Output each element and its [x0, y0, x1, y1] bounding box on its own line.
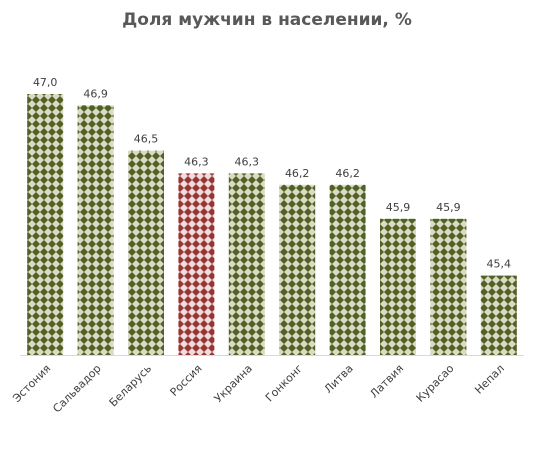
x-tick-label-5: Украина	[212, 362, 255, 405]
data-label-1: 47,0	[33, 76, 58, 89]
x-tick-label-7: Литва	[322, 362, 356, 396]
bar-9	[430, 218, 467, 355]
data-label-8: 45,9	[386, 201, 411, 214]
x-tick-label-4: Россия	[168, 362, 205, 399]
bar-4	[178, 173, 215, 355]
data-label-4: 46,3	[184, 155, 209, 168]
data-label-6: 46,2	[285, 167, 310, 180]
data-labels-layer: 47,0 46,9 46,5 46,3 46,3 46,2 46,2 45,9 45,9 45,4	[33, 76, 511, 271]
bar-3	[128, 150, 164, 355]
bars-layer	[27, 94, 517, 355]
x-tick-label-8: Латвия	[367, 362, 406, 401]
bar-2	[77, 105, 114, 355]
data-label-5: 46,3	[235, 155, 260, 168]
bar-5	[228, 173, 265, 355]
x-tick-label-9: Курасао	[414, 362, 457, 405]
data-label-9: 45,9	[436, 201, 461, 214]
x-tick-label-10: Непал	[472, 362, 507, 397]
data-label-2: 46,9	[83, 87, 108, 100]
x-tick-label-3: Беларусь	[107, 362, 154, 409]
bar-8	[380, 218, 416, 355]
bar-6	[279, 184, 316, 355]
x-tick-label-6: Гонконг	[263, 362, 306, 405]
bar-7	[329, 184, 366, 355]
bar-1	[27, 94, 64, 355]
x-tick-label-2: Сальвадор	[50, 362, 103, 415]
data-label-3: 46,5	[134, 133, 159, 146]
bar-10	[480, 275, 517, 355]
chart-title: Доля мужчин в населении, %	[122, 10, 412, 30]
data-label-10: 45,4	[487, 258, 512, 271]
x-tick-label-1: Эстония	[10, 362, 53, 405]
data-label-7: 46,2	[335, 167, 360, 180]
